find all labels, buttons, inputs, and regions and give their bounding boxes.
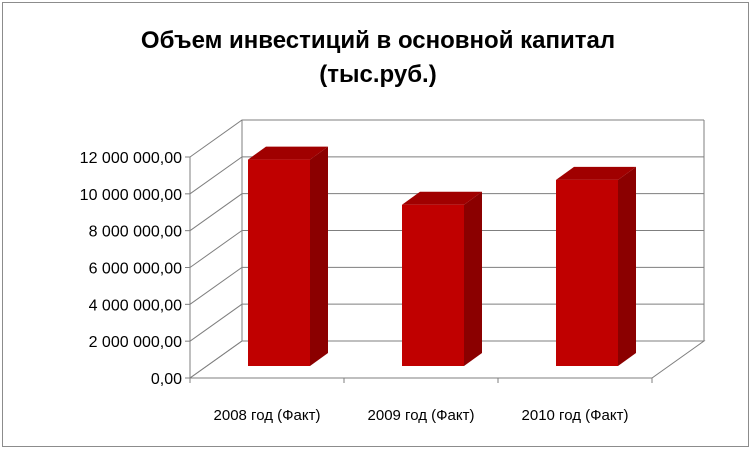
x-category-label: 2009 год (Факт) (368, 407, 475, 424)
bar (248, 146, 328, 366)
bar-top (248, 146, 328, 160)
axes (185, 156, 706, 383)
bar (402, 191, 482, 366)
bar-side (310, 146, 328, 366)
bar (556, 166, 636, 366)
y-tick-label: 2 000 000,00 (89, 334, 183, 351)
y-tick-label: 10 000 000,00 (80, 187, 182, 204)
y-tick-label: 0,00 (151, 371, 182, 388)
y-tick-label: 12 000 000,00 (80, 150, 182, 167)
bar-front (248, 159, 310, 366)
y-tick-label: 4 000 000,00 (89, 297, 183, 314)
bar-front (556, 179, 618, 366)
bar-side (618, 166, 636, 366)
chart-title-line2: (тыс.руб.) (319, 61, 436, 88)
axis-labels: 0,00 2 000 000,00 4 000 000,00 6 000 000,00… (80, 150, 629, 424)
bar-front (402, 204, 464, 366)
bar-side (464, 191, 482, 366)
bar-top (402, 191, 482, 205)
bars (248, 146, 636, 366)
chart-title-line1: Объем инвестиций в основной капитал (141, 27, 615, 54)
x-category-label: 2008 год (Факт) (214, 407, 321, 424)
bar-top (556, 166, 636, 180)
y-tick-label: 6 000 000,00 (89, 261, 183, 278)
x-category-label: 2010 год (Факт) (522, 407, 629, 424)
y-tick-label: 8 000 000,00 (89, 224, 183, 241)
